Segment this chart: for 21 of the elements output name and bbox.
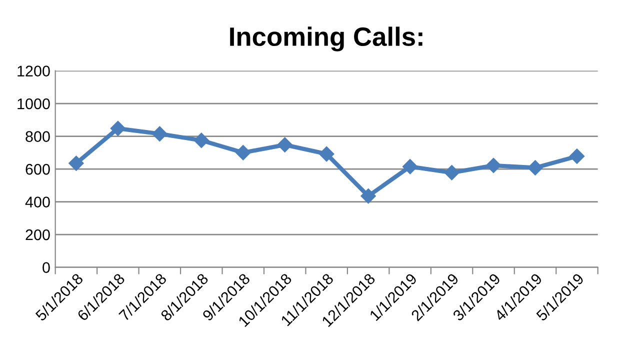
point (444, 165, 460, 180)
y-tick-label: 400 (25, 196, 50, 208)
point (68, 156, 84, 171)
point (402, 159, 418, 174)
point (110, 120, 126, 136)
point (236, 145, 251, 160)
y-tick-label: 0 (42, 262, 50, 273)
y-tick-label: 600 (26, 164, 50, 175)
y-tick-label: 1000 (18, 98, 50, 110)
point (152, 126, 168, 142)
point (360, 188, 376, 204)
point (486, 158, 502, 174)
y-tick-label: 1200 (18, 66, 50, 76)
point (528, 160, 543, 176)
point (569, 148, 585, 164)
point (277, 137, 292, 152)
chart-title: Incoming Calls: (230, 26, 422, 52)
y-tick-label: 800 (26, 131, 50, 142)
point (319, 146, 334, 162)
y-tick-label: 200 (26, 229, 50, 240)
point (194, 132, 209, 148)
